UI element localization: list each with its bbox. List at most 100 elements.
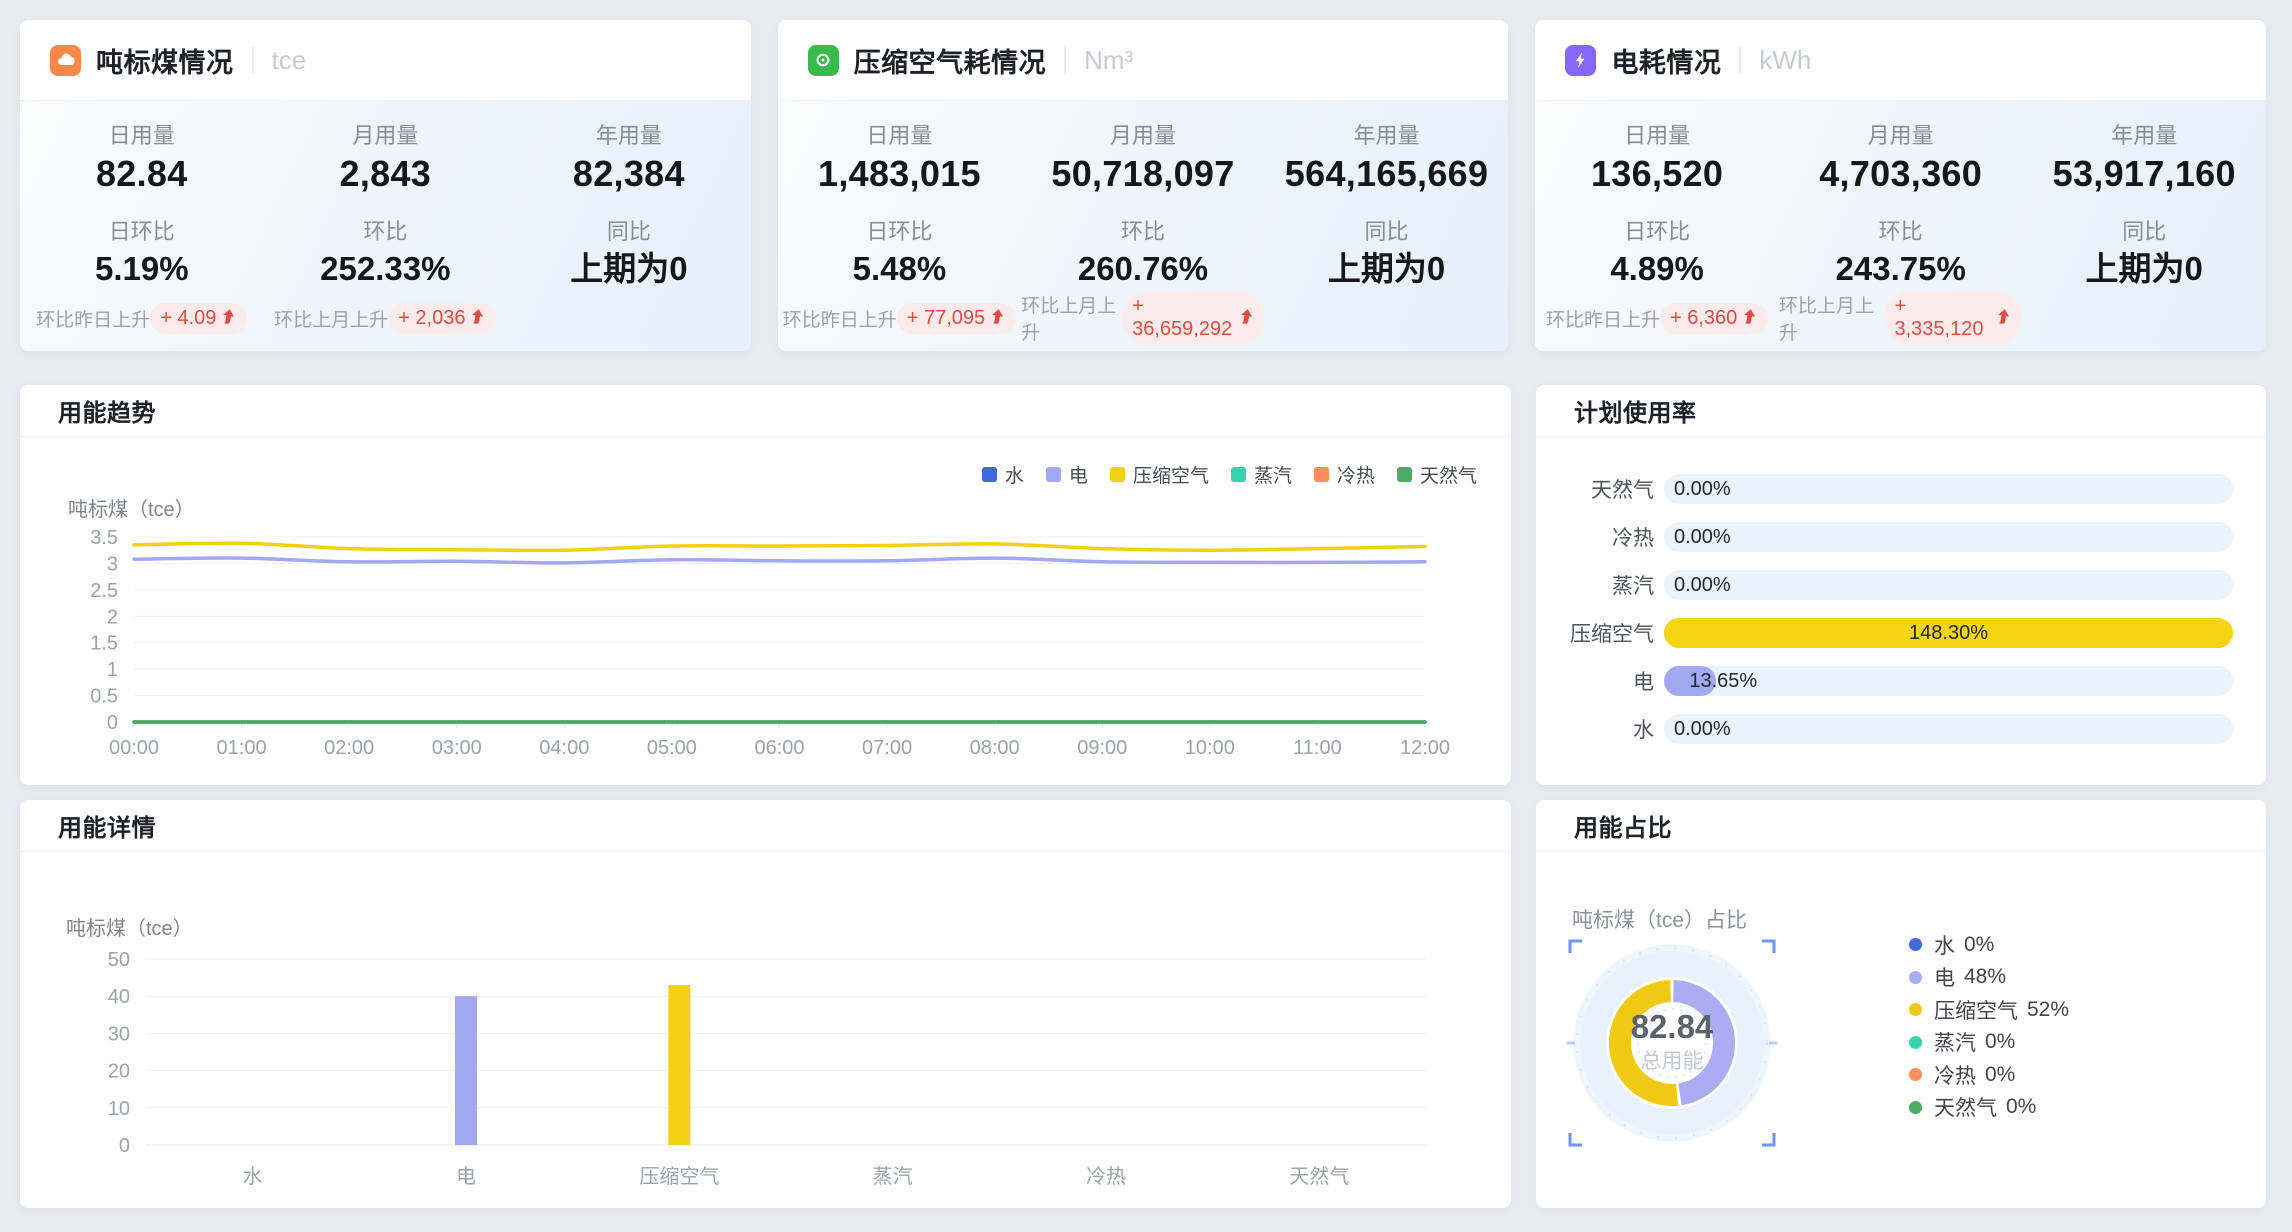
change-badge: 环比上月上升 + 2,036 xyxy=(274,301,497,335)
plan-row-label: 冷热 xyxy=(1612,527,1654,550)
legend-percentage: 0% xyxy=(1985,1030,2016,1053)
svg-text:05:00: 05:00 xyxy=(647,737,697,759)
plan-row-label: 天然气 xyxy=(1591,479,1654,502)
plan-panel-body: 天然气 0.00% 冷热 0.00% 蒸汽 0.00% 压缩空气 148.30%… xyxy=(1536,437,2266,785)
plan-row-track: 0.00% xyxy=(1664,474,2233,504)
ratio-value: 上期为0 xyxy=(1327,250,1446,287)
change-badge-pill: + 6,360 xyxy=(1659,302,1769,334)
svg-text:08:00: 08:00 xyxy=(970,737,1020,759)
share-legend-item[interactable]: 蒸汽 0% xyxy=(1909,1030,2069,1055)
plan-usage-row: 电 13.65% xyxy=(1536,666,2233,696)
svg-text:02:00: 02:00 xyxy=(324,737,374,759)
detail-bar-压缩空气 xyxy=(668,985,691,1145)
change-badge-pill: + 2,036 xyxy=(388,302,497,334)
trend-y-axis-title: 吨标煤（tce） xyxy=(68,499,195,521)
compressed-air-icon xyxy=(807,44,839,76)
detail-bar-电 xyxy=(455,996,477,1145)
ratio-label: 同比 xyxy=(2122,219,2167,244)
trend-series-电 xyxy=(132,556,1427,565)
share-legend-item[interactable]: 天然气 0% xyxy=(1909,1095,2069,1120)
corner-bracket xyxy=(1568,939,1582,953)
plan-row-value: 148.30% xyxy=(1909,622,1988,644)
card-title: 吨标煤情况 xyxy=(96,47,234,78)
plan-usage-rows: 天然气 0.00% 冷热 0.00% 蒸汽 0.00% 压缩空气 148.30%… xyxy=(1536,437,2266,744)
legend-name: 水 xyxy=(1934,934,1955,958)
legend-name: 天然气 xyxy=(1934,1097,1997,1120)
svg-text:20: 20 xyxy=(108,1061,130,1083)
trend-series-压缩空气 xyxy=(132,541,1427,553)
plan-row-label: 压缩空气 xyxy=(1570,623,1654,646)
arrow-up-icon xyxy=(471,307,484,330)
plan-usage-panel: 计划使用率 天然气 0.00% 冷热 0.00% 蒸汽 0.00% 压缩空气 xyxy=(1536,385,2266,785)
card-unit: tce xyxy=(271,44,307,75)
legend-swatch xyxy=(1045,467,1061,482)
svg-text:11:00: 11:00 xyxy=(1293,737,1342,759)
legend-name: 电 xyxy=(1934,967,1955,990)
stat-column: 日用量 136,520 日环比 4.89% 环比昨日上升 + 6,360 xyxy=(1535,121,1779,351)
trend-legend-item[interactable]: 蒸汽 xyxy=(1230,461,1292,488)
svg-text:1.5: 1.5 xyxy=(90,633,118,655)
trend-legend-item[interactable]: 压缩空气 xyxy=(1109,461,1209,488)
stat-column: 年用量 82,384 同比 上期为0 xyxy=(507,121,751,351)
svg-text:2.5: 2.5 xyxy=(90,580,118,602)
stat-column: 日用量 1,483,015 日环比 5.48% 环比昨日上升 + 77,095 xyxy=(778,121,1022,351)
stat-column: 年用量 564,165,669 同比 上期为0 xyxy=(1265,121,1509,351)
legend-swatch xyxy=(1396,467,1412,482)
detail-panel-title: 用能详情 xyxy=(58,815,156,842)
svg-text:0: 0 xyxy=(119,1135,130,1157)
svg-text:2: 2 xyxy=(107,606,118,628)
corner-bracket xyxy=(1568,1133,1582,1147)
change-badge-label: 环比昨日上升 xyxy=(36,309,151,331)
share-panel-body: 吨标煤（tce）占比 82.84 总用能 水 0% 电 48% 压缩空气 52% … xyxy=(1536,852,2266,1208)
card-header: 电耗情况 kWh xyxy=(1535,20,2266,100)
svg-text:07:00: 07:00 xyxy=(862,737,912,759)
detail-panel-body: 吨标煤（tce） 0 10 20 30 40 50 水 电 压缩空气 蒸汽 冷热 天然气 xyxy=(20,852,1511,1208)
stat-label: 年用量 xyxy=(595,123,662,148)
plan-usage-row: 水 0.00% xyxy=(1536,714,2233,744)
trend-legend-item[interactable]: 水 xyxy=(981,461,1024,488)
plan-row-track: 0.00% xyxy=(1664,570,2233,600)
stat-label: 月用量 xyxy=(1109,123,1176,148)
change-badge-pill: + 4.09 xyxy=(150,302,248,334)
trend-legend-item[interactable]: 电 xyxy=(1045,461,1088,488)
change-badge-label: 环比上月上升 xyxy=(274,309,389,331)
trend-legend-item[interactable]: 天然气 xyxy=(1396,461,1477,488)
svg-text:30: 30 xyxy=(108,1023,130,1045)
card-unit: Nm³ xyxy=(1084,44,1134,75)
stat-column: 日用量 82.84 日环比 5.19% 环比昨日上升 + 4.09 xyxy=(20,121,264,351)
trend-panel-title: 用能趋势 xyxy=(58,400,156,427)
ratio-label: 环比 xyxy=(1120,219,1165,244)
plan-panel-title: 计划使用率 xyxy=(1574,400,1697,427)
share-legend-item[interactable]: 冷热 0% xyxy=(1909,1063,2069,1088)
trend-legend-item[interactable]: 冷热 xyxy=(1313,461,1375,488)
arrow-up-icon xyxy=(222,307,235,330)
share-legend-item[interactable]: 水 0% xyxy=(1909,933,2069,958)
title-divider xyxy=(1739,47,1742,73)
change-badge-label: 环比昨日上升 xyxy=(782,309,897,331)
share-subtitle: 吨标煤（tce）占比 xyxy=(1572,909,1748,932)
donut-center-label: 总用能 xyxy=(1641,1050,1704,1073)
detail-panel-header: 用能详情 xyxy=(20,800,1511,852)
share-legend-item[interactable]: 电 48% xyxy=(1909,965,2069,990)
ratio-label: 同比 xyxy=(606,219,651,244)
plan-row-value: 0.00% xyxy=(1674,718,1731,740)
title-divider xyxy=(251,47,254,73)
legend-label: 蒸汽 xyxy=(1253,466,1292,487)
share-legend-item[interactable]: 压缩空气 52% xyxy=(1909,998,2069,1023)
svg-text:水: 水 xyxy=(243,1165,263,1188)
stat-value: 4,703,360 xyxy=(1819,153,1983,194)
stat-label: 日用量 xyxy=(108,123,175,148)
svg-text:电: 电 xyxy=(456,1165,476,1188)
card-title: 电耗情况 xyxy=(1611,47,1722,78)
plan-row-label: 蒸汽 xyxy=(1612,575,1654,598)
stat-card: 吨标煤情况 tce 日用量 82.84 日环比 5.19% 环比昨日上升 + 4… xyxy=(20,20,751,351)
svg-text:天然气: 天然气 xyxy=(1289,1165,1349,1188)
card-body: 日用量 136,520 日环比 4.89% 环比昨日上升 + 6,360 月用量… xyxy=(1535,100,2266,351)
corner-bracket xyxy=(1762,939,1776,953)
lightning-bolt-icon xyxy=(1565,44,1597,76)
ratio-label: 日环比 xyxy=(866,219,933,244)
legend-dot xyxy=(1909,938,1922,951)
card-unit: kWh xyxy=(1759,44,1812,75)
legend-label: 冷热 xyxy=(1336,466,1375,487)
